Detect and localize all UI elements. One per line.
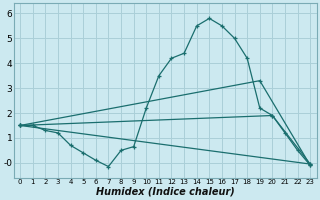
X-axis label: Humidex (Indice chaleur): Humidex (Indice chaleur) — [96, 187, 235, 197]
